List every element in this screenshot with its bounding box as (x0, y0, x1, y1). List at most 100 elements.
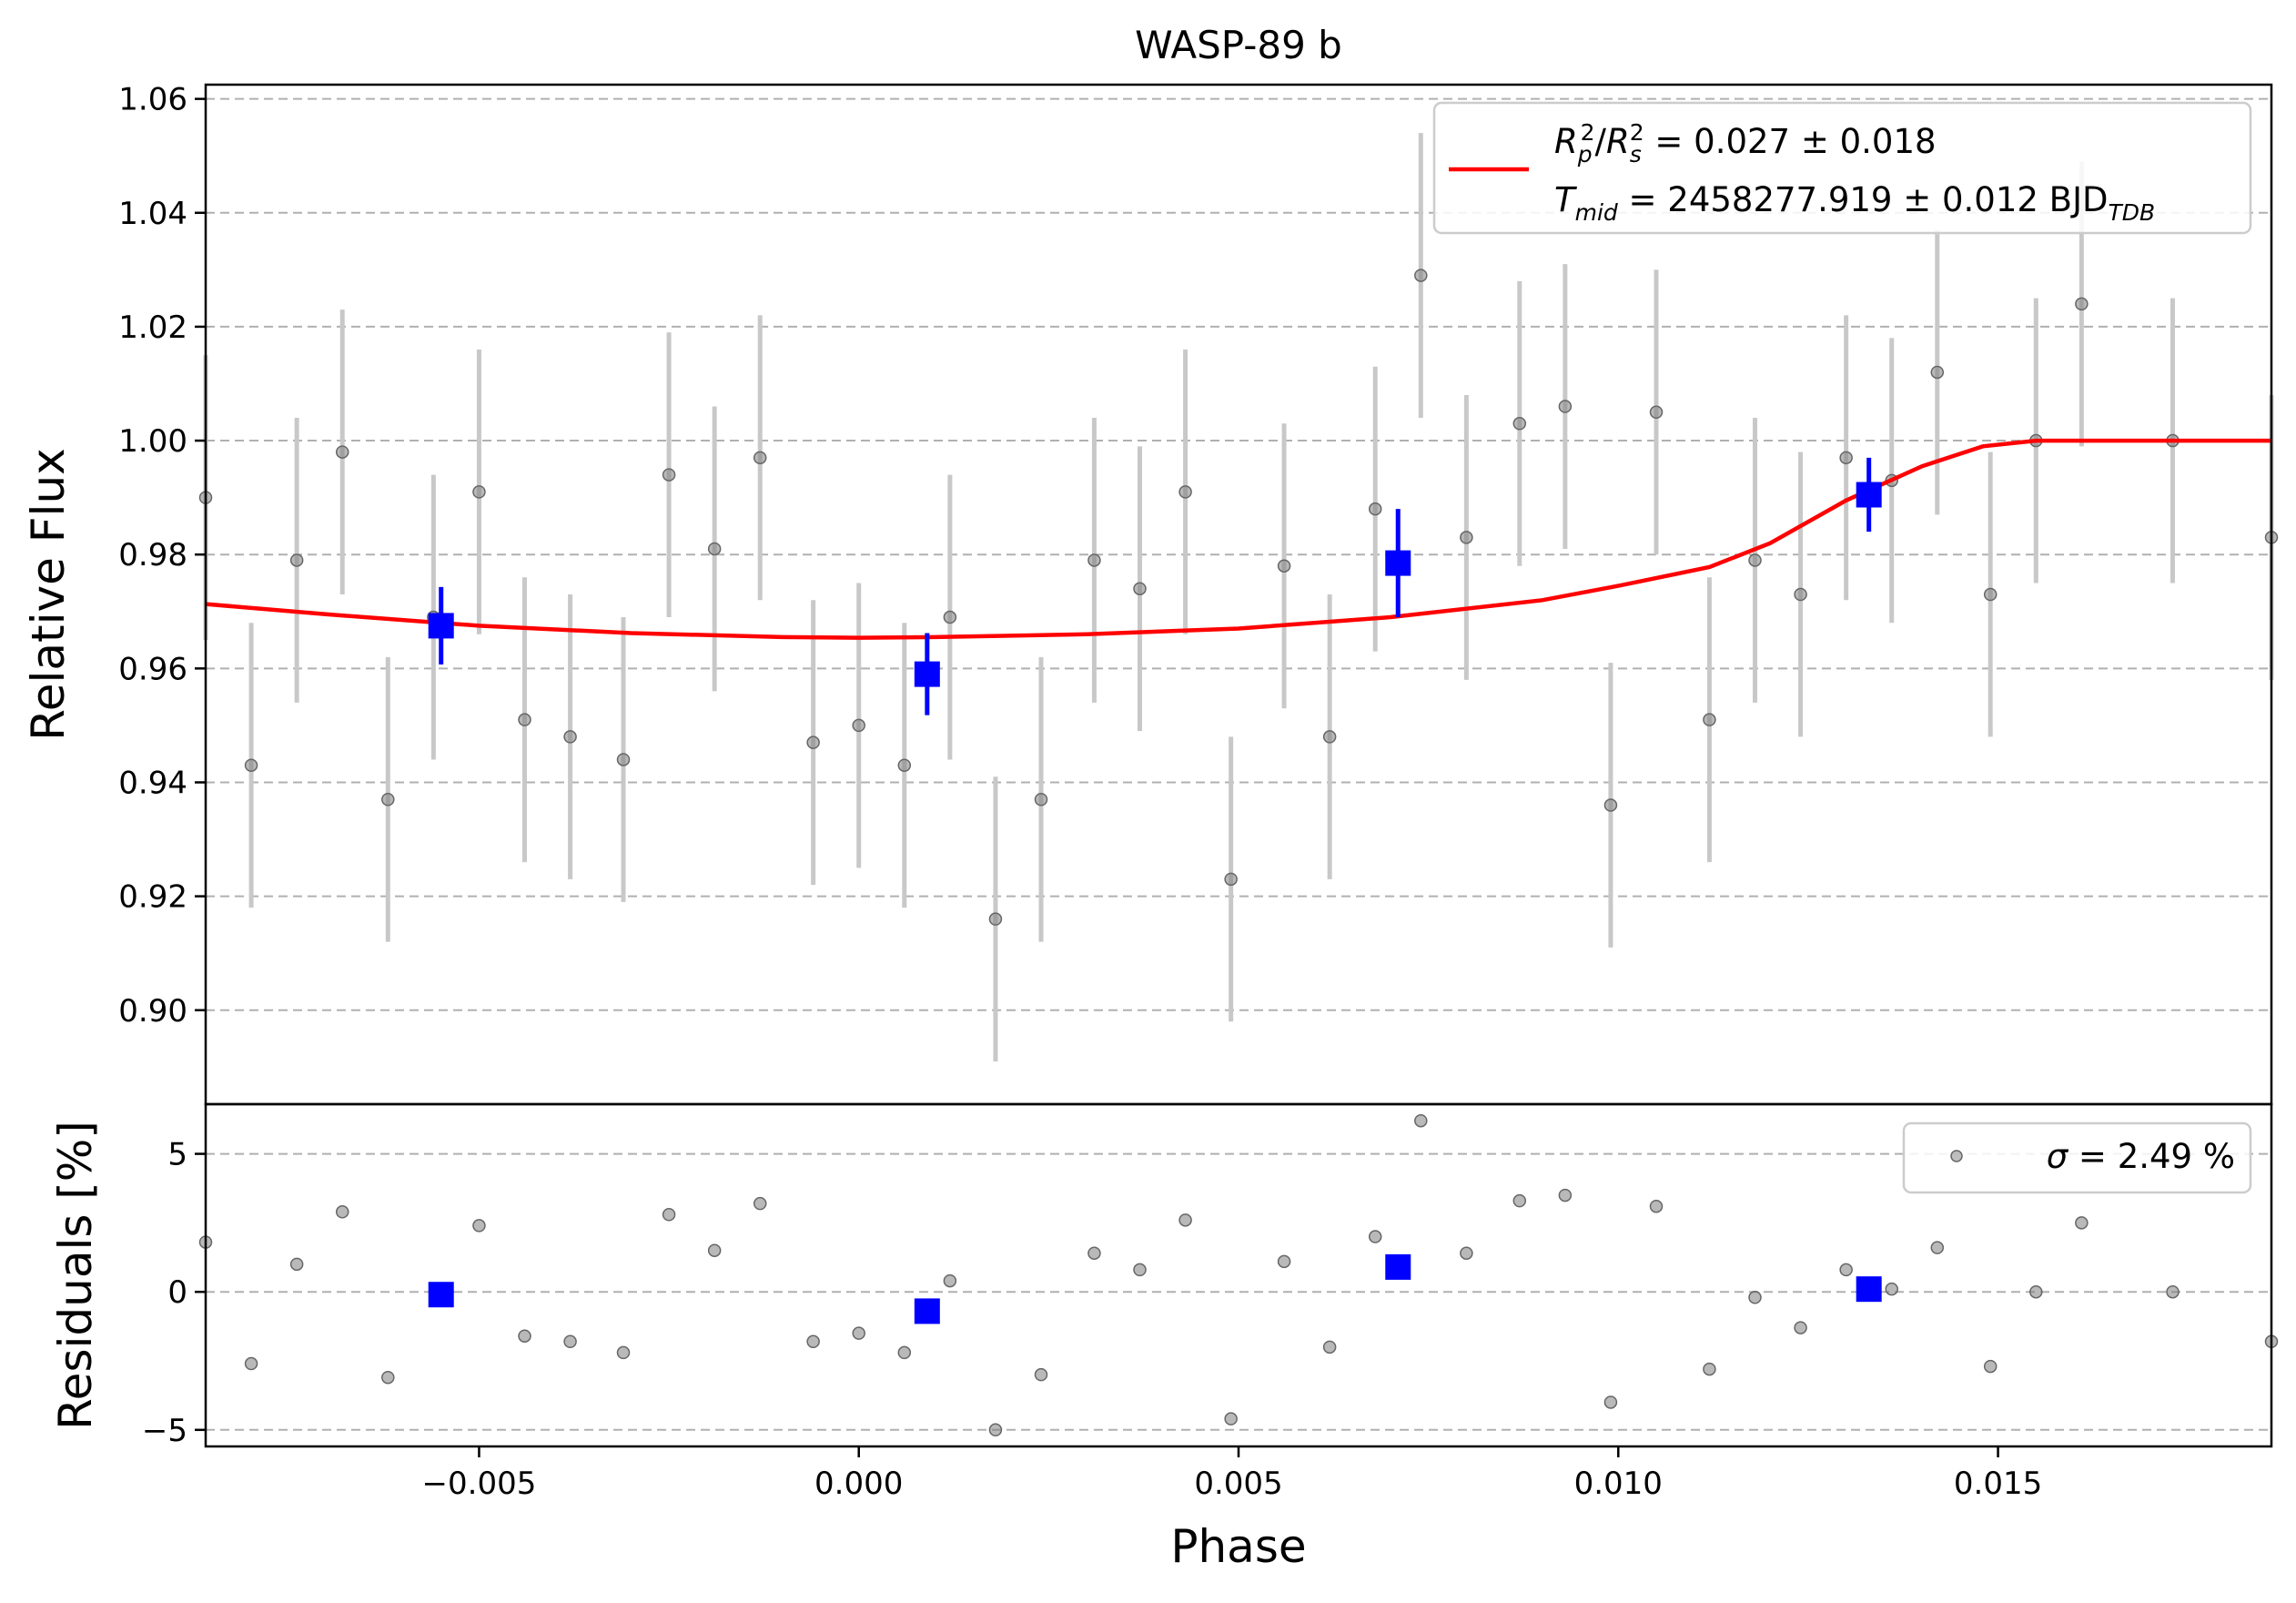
residual-point (1512, 1193, 1527, 1208)
residual-point (852, 1326, 865, 1340)
residual-point (1794, 1321, 1807, 1334)
residual-y-tick-label: −5 (142, 1413, 187, 1449)
residual-point (381, 1370, 395, 1385)
residual-point (1839, 1263, 1853, 1277)
residual-data-points (198, 1113, 2279, 1437)
main-legend-box (1432, 101, 2252, 235)
residual-y-ticks: −5 0 5 (142, 1137, 206, 1449)
residual-point (2029, 1284, 2043, 1299)
legend-radius-ratio-entry: Rp2/Rs2 = 0.027 ± 0.018 (1554, 119, 1937, 167)
binned-point (1385, 550, 1411, 576)
data-point (289, 553, 304, 567)
residual-binned-point (1385, 1253, 1411, 1280)
residual-point (1178, 1213, 1192, 1227)
residual-point (988, 1423, 1003, 1437)
data-point (1512, 417, 1527, 431)
data-point (244, 758, 258, 772)
binned-point (914, 661, 940, 687)
data-point (1794, 587, 1807, 602)
binned-point (1856, 482, 1882, 508)
data-point (806, 736, 820, 749)
main-y-tick-label: 1.02 (118, 309, 187, 346)
data-point (335, 445, 349, 459)
residual-point (662, 1208, 676, 1222)
residual-point (1930, 1241, 1945, 1254)
data-point (852, 718, 865, 733)
data-point (1649, 405, 1664, 420)
residual-point (1322, 1340, 1337, 1354)
main-data-points (198, 269, 2279, 926)
data-point (472, 485, 486, 499)
data-point (1603, 798, 1618, 812)
residual-binned-point (428, 1282, 454, 1308)
residual-x-ticks: −0.005 0.000 0.005 0.010 0.015 (422, 1446, 2042, 1502)
data-point (616, 753, 631, 766)
legend-mid-time-entry: Tmid = 2458277.919 ± 0.012 BJDTDB (1554, 180, 2155, 226)
data-point (1034, 793, 1048, 807)
residual-point (1649, 1199, 1664, 1213)
residual-y-tick-label: 0 (167, 1274, 187, 1311)
residual-point (1558, 1188, 1573, 1202)
residual-point (1087, 1246, 1101, 1260)
residual-point (244, 1356, 258, 1371)
residual-legend: σ = 2.49 % (1902, 1121, 2252, 1194)
residual-point (563, 1334, 577, 1349)
residual-point (897, 1345, 912, 1360)
data-point (1703, 713, 1716, 726)
data-point (988, 912, 1003, 926)
residual-legend-box (1902, 1121, 2252, 1194)
data-point (1983, 587, 1998, 602)
residual-point (335, 1205, 349, 1219)
data-point (1460, 531, 1473, 544)
residual-point (1703, 1362, 1716, 1376)
main-y-tick-label: 1.04 (118, 196, 187, 232)
residual-y-tick-label: 5 (167, 1137, 187, 1173)
data-point (1558, 400, 1573, 413)
main-binned-points (428, 457, 1882, 715)
residual-point (1133, 1263, 1147, 1277)
data-point (1087, 553, 1101, 567)
residual-point (2075, 1216, 2089, 1230)
main-y-tick-label: 1.00 (118, 423, 187, 460)
data-point (1368, 502, 1382, 516)
x-axis-label: Phase (1170, 1520, 1306, 1573)
data-point (1224, 872, 1238, 887)
residual-point (1460, 1246, 1473, 1260)
data-point (1930, 365, 1945, 380)
data-point (943, 610, 957, 624)
data-point (1178, 485, 1192, 499)
residual-point (1885, 1282, 1898, 1296)
data-point (1133, 582, 1147, 595)
main-y-tick-label: 0.92 (118, 879, 187, 916)
residual-y-axis-label: Residuals [%] (49, 1121, 102, 1430)
data-point (1322, 730, 1337, 744)
residual-point (943, 1273, 957, 1288)
main-y-tick-label: 0.90 (118, 993, 187, 1030)
binned-point (428, 613, 454, 639)
main-y-axis-label: Relative Flux (22, 448, 75, 740)
residual-point (806, 1334, 820, 1349)
x-tick-label: −0.005 (422, 1466, 537, 1502)
main-legend: Rp2/Rs2 = 0.027 ± 0.018 Tmid = 2458277.9… (1432, 101, 2252, 235)
data-point (662, 468, 676, 482)
transit-model-line (205, 438, 2271, 640)
data-point (707, 542, 722, 556)
data-point (897, 758, 912, 772)
main-y-tick-label: 0.98 (118, 537, 187, 573)
x-tick-label: 0.015 (1954, 1466, 2042, 1502)
residual-point (753, 1196, 767, 1211)
residual-point (1368, 1230, 1382, 1243)
residual-point (707, 1243, 722, 1257)
data-point (1277, 559, 1291, 573)
x-tick-label: 0.005 (1194, 1466, 1282, 1502)
data-point (1839, 451, 1853, 465)
residual-point (1603, 1395, 1618, 1409)
residual-binned-points (428, 1253, 1882, 1324)
residual-point (518, 1329, 531, 1343)
residual-legend-marker (1950, 1150, 1963, 1162)
data-point (1748, 553, 1762, 567)
residual-point (1224, 1412, 1238, 1425)
data-point (518, 713, 531, 726)
residual-binned-point (1856, 1276, 1882, 1303)
x-tick-label: 0.000 (814, 1466, 903, 1502)
